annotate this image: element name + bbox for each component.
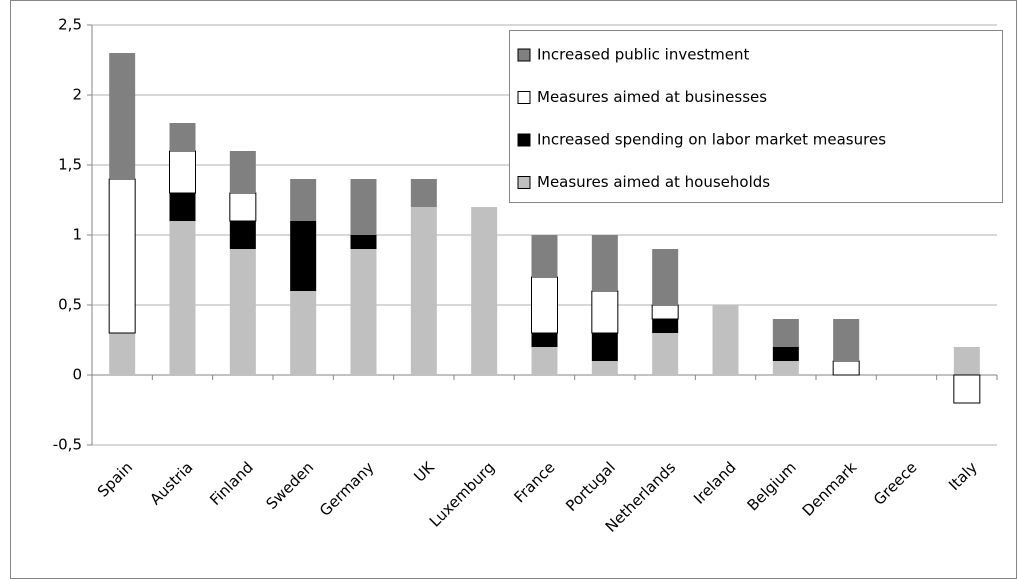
bar-segment <box>169 193 196 221</box>
bar-segment <box>652 249 679 305</box>
legend-label: Measures aimed at households <box>537 173 770 191</box>
legend-swatch <box>517 91 531 104</box>
y-tick-label: 1,5 <box>58 156 82 174</box>
bar-segment <box>652 319 679 333</box>
bar-segment <box>531 333 558 347</box>
bar-segment <box>772 319 799 347</box>
legend-box <box>509 30 1003 203</box>
bar-segment <box>772 361 799 375</box>
bar-segment <box>290 221 317 291</box>
y-tick-label: 1 <box>72 226 82 244</box>
bar-segment <box>169 123 196 151</box>
bar-segment <box>832 360 860 376</box>
bar-segment <box>652 333 679 375</box>
bar-segment <box>953 347 980 375</box>
bar-segment <box>953 374 981 404</box>
legend: Increased public investment Measures aime… <box>509 30 1003 203</box>
y-tick-label: 2,5 <box>58 16 82 34</box>
bar-segment <box>229 221 256 249</box>
bar-segment <box>290 179 317 221</box>
bar-segment <box>169 221 196 375</box>
bar-segment <box>591 361 618 375</box>
bar-segment <box>109 333 136 375</box>
bar-segment <box>169 150 196 194</box>
bar-segment <box>229 151 256 193</box>
bar-segment <box>651 304 679 320</box>
bar-segment <box>591 290 619 334</box>
y-tick-label: 2 <box>72 86 82 104</box>
legend-label: Increased public investment <box>537 46 749 64</box>
bar-segment <box>531 276 558 334</box>
bar-segment <box>229 249 256 375</box>
legend-label: Increased spending on labor market measu… <box>537 131 886 149</box>
bar-segment <box>531 347 558 375</box>
y-tick-label: -0,5 <box>53 436 82 454</box>
legend-swatch <box>517 48 531 62</box>
bar-segment <box>290 291 317 375</box>
bar-segment <box>109 53 136 179</box>
bar-segment <box>350 179 377 235</box>
bar-segment <box>591 333 618 361</box>
legend-label: Measures aimed at businesses <box>537 88 767 106</box>
bar-segment <box>772 347 799 361</box>
legend-swatch <box>517 133 531 147</box>
y-tick-label: 0,5 <box>58 296 82 314</box>
bar-segment <box>833 319 860 361</box>
bar-segment <box>591 235 618 291</box>
bar-segment <box>471 207 498 375</box>
bar-segment <box>531 235 558 277</box>
bar-segment <box>350 249 377 375</box>
legend-swatch <box>517 176 531 189</box>
bar-segment <box>108 178 136 334</box>
bar-segment <box>350 235 377 249</box>
y-tick-label: 0 <box>72 366 82 384</box>
bar-segment <box>410 179 437 207</box>
bar-segment <box>712 305 739 375</box>
bar-segment <box>410 207 437 375</box>
bar-segment <box>229 192 257 222</box>
